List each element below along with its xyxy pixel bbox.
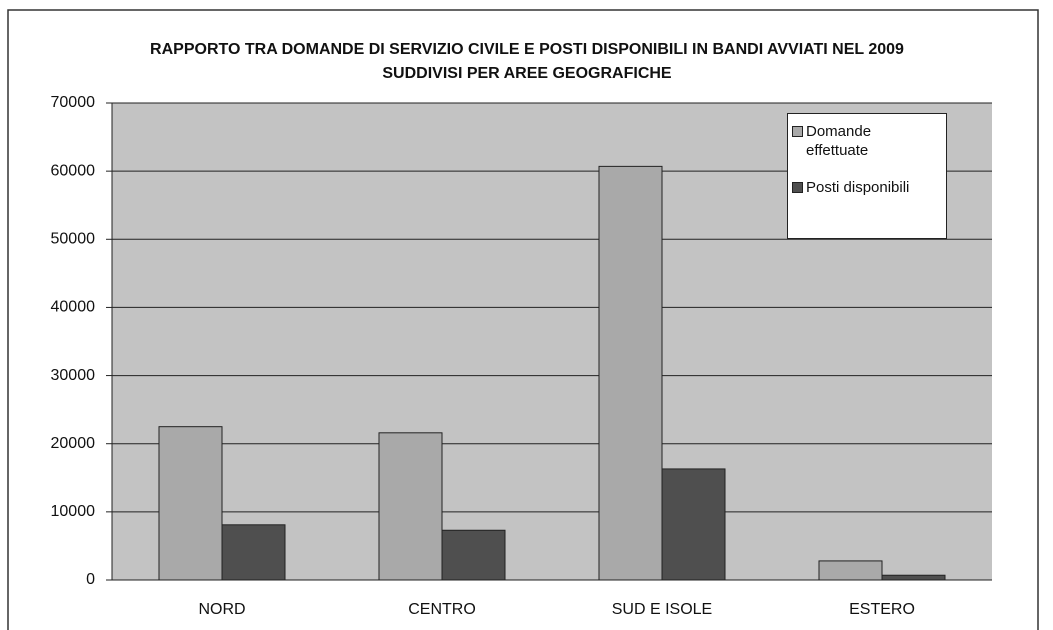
y-tick-label: 0 xyxy=(86,571,95,588)
bar xyxy=(881,574,946,581)
y-tick-label: 30000 xyxy=(51,367,96,384)
bar xyxy=(221,524,286,581)
y-tick-label: 50000 xyxy=(51,231,96,248)
bar xyxy=(598,165,663,581)
bar xyxy=(818,560,883,581)
bar xyxy=(661,468,726,581)
legend-label: Domande effettuate xyxy=(806,123,872,159)
legend-item: Posti disponibili xyxy=(792,178,942,197)
x-tick-label: SUD E ISOLE xyxy=(612,601,712,618)
frame xyxy=(7,9,1039,630)
chart-title: RAPPORTO TRA DOMANDE DI SERVIZIO CIVILE … xyxy=(150,41,904,82)
y-tick-label: 20000 xyxy=(51,435,96,452)
bar xyxy=(158,426,223,581)
y-tick-label: 10000 xyxy=(51,503,96,520)
bar xyxy=(441,529,506,581)
legend: Domande effettuate Posti disponibili xyxy=(787,113,947,239)
legend-item: Domande effettuate xyxy=(792,122,942,160)
y-tick-label: 70000 xyxy=(51,94,96,111)
x-tick-label: CENTRO xyxy=(408,601,476,618)
y-tick-label: 60000 xyxy=(51,162,96,179)
bar xyxy=(378,432,443,581)
x-tick-label: ESTERO xyxy=(849,601,915,618)
legend-swatch xyxy=(792,182,803,193)
legend-label: Posti disponibili xyxy=(806,179,910,196)
x-tick-label: NORD xyxy=(198,601,245,618)
y-tick-label: 40000 xyxy=(51,299,96,316)
legend-swatch xyxy=(792,126,803,137)
